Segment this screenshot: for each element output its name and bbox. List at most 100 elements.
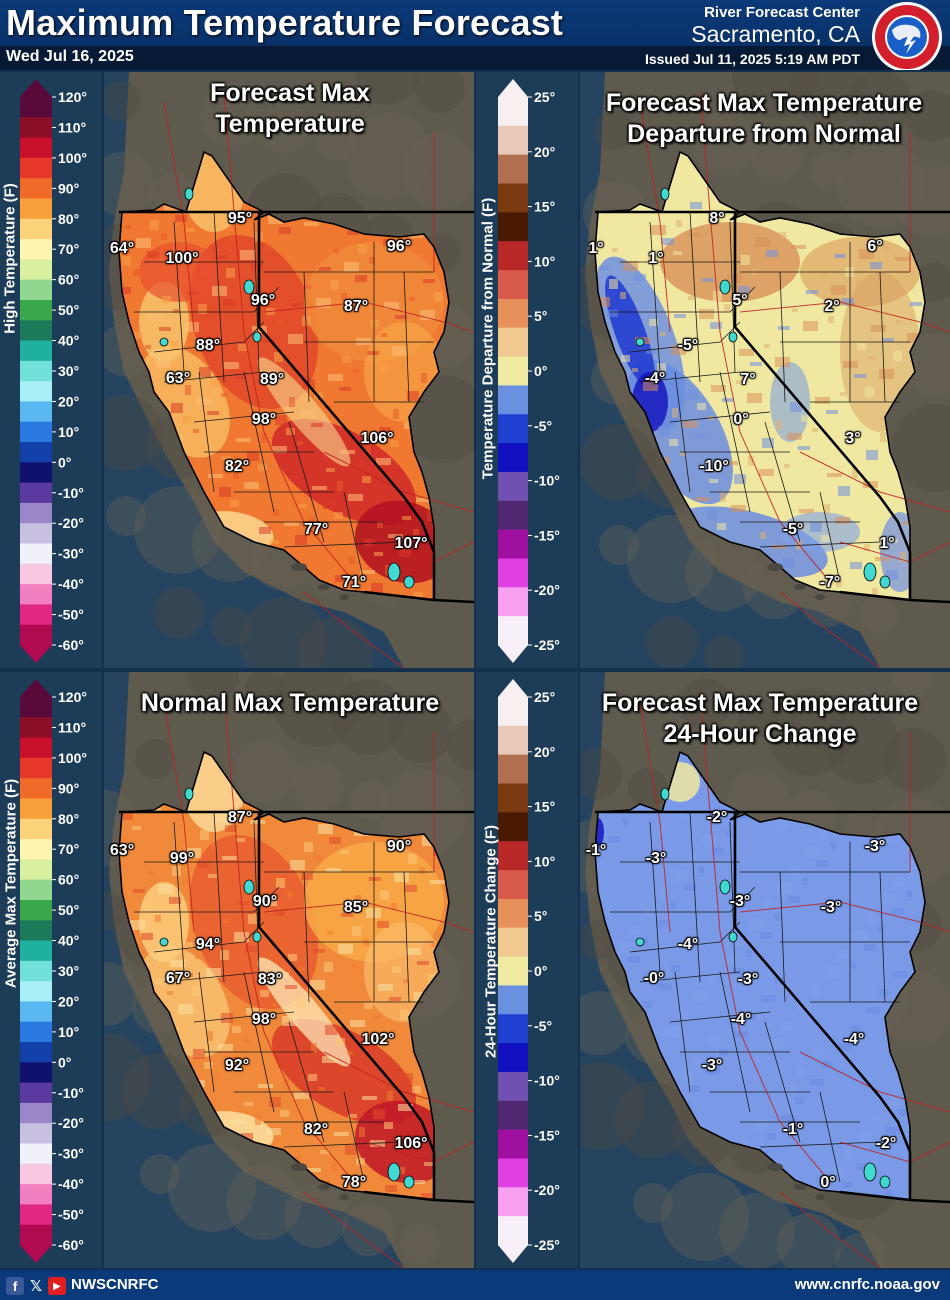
change-temp-label: -3° bbox=[645, 850, 667, 867]
temperature-tick-label: 60° bbox=[58, 872, 79, 888]
terrain-texture bbox=[882, 728, 946, 792]
terrain-texture bbox=[153, 587, 205, 639]
temperature-tick-label: -10° bbox=[58, 1085, 84, 1101]
terrain-texture bbox=[187, 672, 239, 701]
change-temp-label: -4° bbox=[677, 936, 699, 953]
island bbox=[767, 563, 783, 571]
forecast-temp-label: 96° bbox=[386, 238, 412, 255]
change-temp-label: -3° bbox=[864, 838, 886, 855]
terrain-texture bbox=[580, 748, 622, 800]
change-map bbox=[580, 672, 950, 1268]
temperature-tick-label: 10° bbox=[58, 424, 79, 440]
temperature-axis-title-bottom: Average Max Temperature (F) bbox=[2, 778, 20, 989]
lake bbox=[660, 187, 670, 201]
island bbox=[767, 1163, 783, 1171]
forecast-temp-label: 71° bbox=[341, 574, 367, 591]
terrain-texture bbox=[719, 1193, 795, 1268]
terrain-texture bbox=[848, 72, 912, 134]
terrain-texture bbox=[331, 679, 407, 755]
lake bbox=[635, 937, 645, 947]
normal-temp-label: 94° bbox=[195, 936, 221, 953]
normal-temp-label: 67° bbox=[165, 970, 191, 987]
change-temp-label: -4° bbox=[843, 1031, 865, 1048]
forecast-map-title: Forecast Max Temperature bbox=[175, 78, 405, 140]
normal-temp-label: 83° bbox=[257, 971, 283, 988]
facebook-icon[interactable]: f bbox=[6, 1277, 24, 1295]
terrain-texture bbox=[104, 81, 141, 121]
temperature-tick-label: 100° bbox=[58, 150, 87, 166]
lake bbox=[184, 787, 194, 801]
departure-tick-label: 20° bbox=[534, 144, 555, 160]
change-tick-label: 0° bbox=[534, 963, 547, 979]
lake bbox=[719, 279, 731, 295]
lake bbox=[387, 1162, 401, 1182]
change-temp-label: -2° bbox=[875, 1135, 897, 1152]
departure-tick-label: 10° bbox=[534, 253, 555, 269]
temperature-tick-label: -10° bbox=[58, 485, 84, 501]
highways bbox=[163, 91, 474, 668]
rfc-city: Sacramento, CA bbox=[691, 21, 860, 47]
temperature-tick-label: -20° bbox=[58, 1115, 84, 1131]
terrain-texture bbox=[350, 780, 390, 820]
lake bbox=[159, 937, 169, 947]
change-temp-label: -2° bbox=[706, 809, 728, 826]
temperature-tick-label: 70° bbox=[58, 841, 79, 857]
temperature-tick-label: 30° bbox=[58, 363, 79, 379]
temperature-tick-label: 120° bbox=[58, 89, 87, 105]
lake bbox=[252, 931, 262, 943]
terrain-texture bbox=[790, 72, 866, 126]
normal-temp-label: 98° bbox=[251, 1011, 277, 1028]
lake bbox=[243, 879, 255, 895]
change-temp-label: -3° bbox=[729, 893, 751, 910]
change-tick-label: -20° bbox=[534, 1182, 560, 1198]
terrain-texture bbox=[355, 72, 419, 105]
lake bbox=[719, 879, 731, 895]
departure-temp-label: 1° bbox=[879, 535, 895, 552]
lake bbox=[159, 337, 169, 347]
normal-map-title: Normal Max Temperature bbox=[115, 688, 465, 719]
highways bbox=[639, 91, 950, 668]
basin-outline bbox=[118, 150, 450, 601]
normal-temp-label: 102° bbox=[361, 1031, 395, 1048]
terrain-texture bbox=[580, 1062, 644, 1150]
temperature-tick-label: 60° bbox=[58, 272, 79, 288]
normal-temp-label: 63° bbox=[109, 842, 135, 859]
departure-axis-title: Temperature Departure from Normal (F) bbox=[479, 197, 497, 480]
terrain-texture bbox=[245, 672, 285, 709]
terrain-texture bbox=[273, 672, 361, 747]
lake bbox=[879, 1175, 891, 1189]
departure-colorbar: 25° 20° 15° 10° 5° 0° -5° -10° -15° -20° -25° bbox=[476, 72, 578, 668]
terrain-texture bbox=[837, 141, 925, 229]
departure-tick-label: -15° bbox=[534, 527, 560, 543]
departure-temp-label: 6° bbox=[867, 238, 883, 255]
forecast-temp-label: 89° bbox=[259, 371, 285, 388]
departure-temp-label: -5° bbox=[782, 521, 804, 538]
forecast-temp-label: 95° bbox=[227, 210, 253, 227]
forecast-title-line2: Temperature bbox=[215, 110, 365, 138]
normal-temp-label: 99° bbox=[169, 850, 195, 867]
website-link[interactable]: www.cnrfc.noaa.gov bbox=[794, 1276, 940, 1293]
terrain-texture bbox=[104, 891, 125, 931]
change-title-line2: 24-Hour Change bbox=[663, 720, 857, 748]
terrain-texture bbox=[104, 1033, 151, 1121]
change-tick-label: 10° bbox=[534, 853, 555, 869]
youtube-icon[interactable]: ▶ bbox=[48, 1277, 66, 1295]
temperature-tick-label: 100° bbox=[58, 750, 87, 766]
departure-tick-label: -20° bbox=[534, 582, 560, 598]
social-links: f 𝕏 ▶ bbox=[6, 1276, 66, 1296]
temperature-tick-label: 40° bbox=[58, 333, 79, 349]
x-icon[interactable]: 𝕏 bbox=[29, 1278, 43, 1295]
temperature-colorbar-top: 120° 110° 100° 90° 80° 70° 60° 50° 40° 30° 20° 10° 0… bbox=[0, 72, 102, 668]
lake bbox=[184, 187, 194, 201]
temperature-tick-label: 0° bbox=[58, 454, 71, 470]
social-handle[interactable]: NWSCNRFC bbox=[71, 1276, 159, 1293]
departure-temp-label: 8° bbox=[709, 210, 725, 227]
departure-temp-label: 2° bbox=[824, 298, 840, 315]
island bbox=[339, 1194, 349, 1200]
normal-temp-label: 106° bbox=[394, 1135, 428, 1152]
temperature-tick-label: 120° bbox=[58, 689, 87, 705]
terrain-texture bbox=[633, 1183, 673, 1223]
island bbox=[815, 1194, 825, 1200]
page-title: Maximum Temperature Forecast bbox=[6, 2, 564, 43]
forecast-temp-label: 100° bbox=[165, 250, 199, 267]
